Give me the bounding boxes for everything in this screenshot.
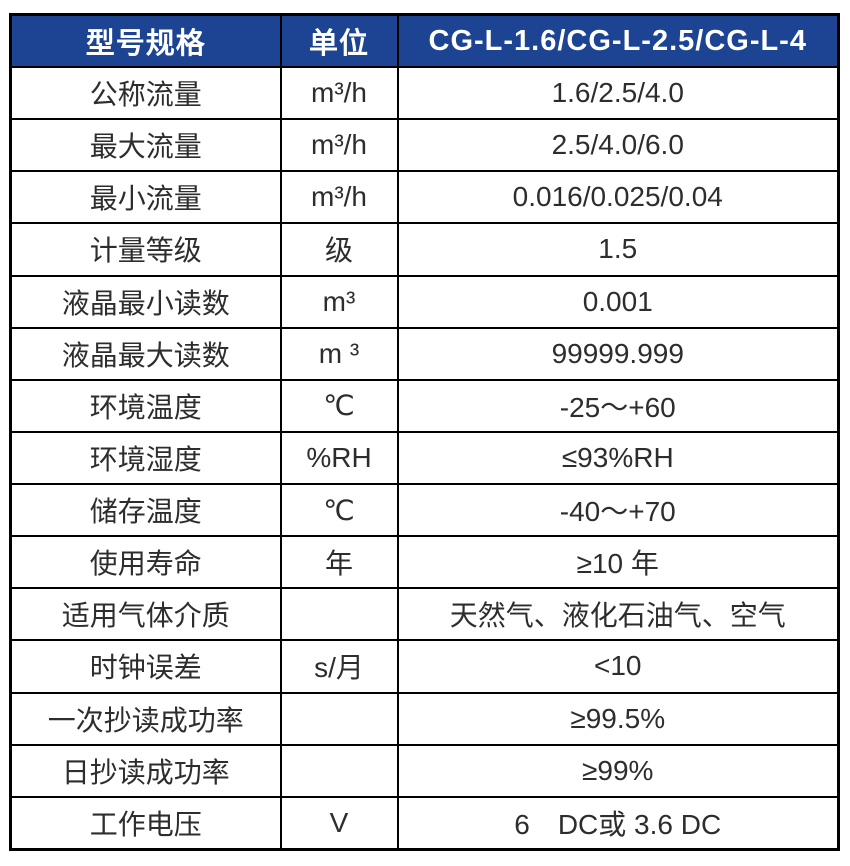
value-cell: 1.6/2.5/4.0 — [396, 65, 840, 121]
table-row: 公称流量 m³/h 1.6/2.5/4.0 — [9, 65, 840, 121]
table-row: 日抄读成功率 ≥99% — [9, 743, 840, 798]
table-row: 环境湿度 %RH ≤93%RH — [9, 430, 840, 486]
unit-cell: ℃ — [279, 482, 399, 538]
table-row: 液晶最小读数 m³ 0.001 — [9, 274, 840, 329]
table-row: 最小流量 m³/h 0.016/0.025/0.04 — [9, 170, 840, 225]
spec-label-cell: 液晶最大读数 — [9, 326, 282, 381]
unit-cell — [279, 743, 399, 798]
value-cell: 天然气、液化石油气、空气 — [396, 587, 840, 642]
spec-table: 型号规格 单位 CG-L-1.6/CG-L-2.5/CG-L-4 公称流量 m³… — [9, 13, 840, 851]
unit-cell: s/月 — [279, 639, 399, 694]
value-cell: 0.016/0.025/0.04 — [396, 170, 840, 225]
spec-label-cell: 工作电压 — [9, 795, 282, 851]
spec-label-cell: 计量等级 — [9, 222, 282, 277]
header-row: 型号规格 单位 CG-L-1.6/CG-L-2.5/CG-L-4 — [9, 13, 840, 68]
unit-cell: V — [279, 795, 399, 851]
value-cell: ≥99% — [396, 743, 840, 798]
header-cell-model: CG-L-1.6/CG-L-2.5/CG-L-4 — [396, 13, 840, 68]
unit-cell: ℃ — [279, 378, 399, 433]
table-row: 环境温度 ℃ -25～+60 — [9, 378, 840, 433]
value-cell: 99999.999 — [396, 326, 840, 381]
table-row: 时钟误差 s/月 <10 — [9, 639, 840, 694]
value-cell: ≥99.5% — [396, 691, 840, 746]
spec-label-cell: 最大流量 — [9, 118, 282, 173]
spec-label-cell: 公称流量 — [9, 65, 282, 121]
unit-cell — [279, 587, 399, 642]
table-row: 最大流量 m³/h 2.5/4.0/6.0 — [9, 118, 840, 173]
spec-label-cell: 环境湿度 — [9, 430, 282, 486]
table-row: 计量等级 级 1.5 — [9, 222, 840, 277]
value-cell: 2.5/4.0/6.0 — [396, 118, 840, 173]
unit-cell: 级 — [279, 222, 399, 277]
unit-cell: 年 — [279, 535, 399, 590]
unit-cell: m³/h — [279, 170, 399, 225]
spec-label-cell: 液晶最小读数 — [9, 274, 282, 329]
spec-label-cell: 适用气体介质 — [9, 587, 282, 642]
spec-label-cell: 时钟误差 — [9, 639, 282, 694]
table-row: 储存温度 ℃ -40～+70 — [9, 482, 840, 538]
unit-cell: m³/h — [279, 118, 399, 173]
spec-label-cell: 使用寿命 — [9, 535, 282, 590]
value-cell: -40～+70 — [396, 482, 840, 538]
spec-label-cell: 一次抄读成功率 — [9, 691, 282, 746]
unit-cell — [279, 691, 399, 746]
value-cell: <10 — [396, 639, 840, 694]
spec-label-cell: 储存温度 — [9, 482, 282, 538]
header-cell-unit: 单位 — [279, 13, 399, 68]
unit-cell: m ³ — [279, 326, 399, 381]
spec-label-cell: 日抄读成功率 — [9, 743, 282, 798]
value-cell: ≥10 年 — [396, 535, 840, 590]
value-cell: 0.001 — [396, 274, 840, 329]
value-cell: ≤93%RH — [396, 430, 840, 486]
unit-cell: %RH — [279, 430, 399, 486]
unit-cell: m³/h — [279, 65, 399, 121]
spec-label-cell: 环境温度 — [9, 378, 282, 433]
table-row: 使用寿命 年 ≥10 年 — [9, 535, 840, 590]
header-cell-spec: 型号规格 — [9, 13, 282, 68]
value-cell: 1.5 — [396, 222, 840, 277]
spec-label-cell: 最小流量 — [9, 170, 282, 225]
table-row: 工作电压 V 6 DC或 3.6 DC — [9, 795, 840, 851]
unit-cell: m³ — [279, 274, 399, 329]
value-cell: 6 DC或 3.6 DC — [396, 795, 840, 851]
value-cell: -25～+60 — [396, 378, 840, 433]
table-row: 适用气体介质 天然气、液化石油气、空气 — [9, 587, 840, 642]
table-row: 液晶最大读数 m ³ 99999.999 — [9, 326, 840, 381]
table-row: 一次抄读成功率 ≥99.5% — [9, 691, 840, 746]
